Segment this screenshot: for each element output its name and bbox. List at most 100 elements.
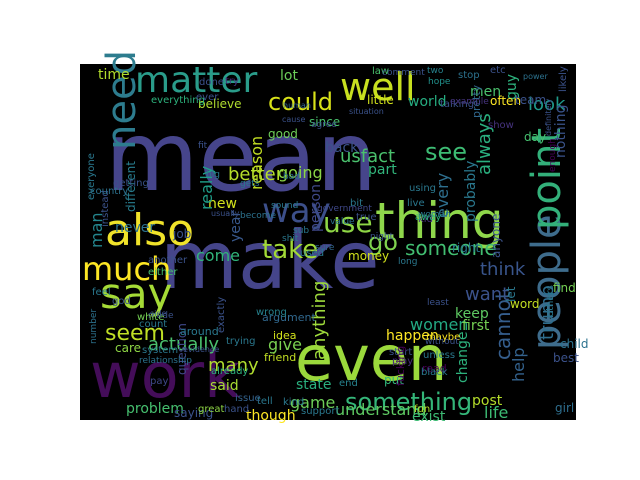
word-even: even	[295, 322, 447, 395]
word-number: number	[89, 309, 99, 344]
word-everything: everything	[151, 95, 205, 106]
word-post: post	[472, 393, 503, 409]
word-done: done	[199, 77, 224, 88]
word-also: also	[105, 205, 194, 256]
word-black: black	[421, 367, 448, 378]
word-tell: tell	[257, 396, 273, 407]
word-people: people	[524, 214, 570, 350]
word-world: world	[408, 94, 447, 110]
word-issue: issue	[235, 393, 261, 404]
word-mean: mean	[105, 101, 377, 213]
word-enough: enough	[548, 138, 558, 172]
word-person: person	[308, 184, 324, 232]
word-side: side	[150, 309, 166, 318]
word-saying: saying	[174, 406, 213, 420]
word-wrong: wrong	[256, 307, 287, 318]
word-others: others	[545, 285, 556, 317]
word-sub: sub	[293, 226, 309, 236]
word-trump: trump	[537, 285, 558, 340]
word-say: say	[100, 269, 172, 318]
word-use: use	[323, 206, 373, 239]
word-night: night	[370, 232, 394, 242]
word-guy: guy	[504, 74, 520, 100]
word-go: go	[368, 228, 398, 256]
word-ever: ever	[196, 92, 219, 103]
word-understand: understand	[335, 400, 427, 419]
word-getting: getting	[113, 178, 149, 189]
word-different: different	[124, 161, 138, 212]
word-fun: fun	[414, 404, 430, 415]
word-comment: comment	[382, 68, 425, 78]
word-help: help	[509, 347, 528, 382]
word-care: care	[115, 341, 141, 355]
word-way: way	[262, 191, 331, 231]
word-exist: exist	[412, 409, 446, 425]
word-country: country	[90, 186, 128, 197]
word-fucking: fucking	[394, 346, 407, 386]
word-friend: friend	[264, 351, 296, 364]
word-feel: feel	[92, 287, 111, 298]
word-exactly: exactly	[216, 297, 227, 333]
word-said: said	[210, 378, 239, 394]
word-around: around	[180, 325, 219, 338]
word-actually: actually	[148, 334, 219, 355]
word-never: never	[115, 220, 155, 236]
word-evidence: evidence	[183, 345, 219, 354]
word-away: away	[415, 212, 441, 223]
word-usfact: usfact	[340, 146, 395, 167]
word-sure: sure	[315, 243, 335, 253]
word-cause: cause	[282, 115, 306, 124]
word-unless: unless	[423, 350, 455, 361]
word-need: need	[99, 50, 145, 150]
word-woman: woman	[418, 210, 451, 220]
word-everyone: everyone	[86, 153, 97, 200]
word-sound: sound	[271, 201, 298, 211]
word-anyone: anyone	[489, 214, 503, 258]
word-hope: hope	[428, 77, 451, 87]
word-thing: thing	[375, 192, 504, 250]
word-believe: believe	[198, 97, 242, 111]
word-fit: fit	[198, 141, 208, 151]
word-etc: etc	[490, 65, 506, 76]
word-example: example	[450, 97, 489, 107]
word-time: time	[98, 67, 130, 83]
word-government: government	[317, 204, 372, 214]
word-trying: trying	[226, 336, 255, 347]
word-system: system	[142, 345, 178, 356]
word-take: take	[262, 235, 318, 265]
word-talking: talking	[440, 99, 474, 110]
word-play: play	[392, 356, 413, 367]
word-argument: argument	[262, 311, 316, 324]
word-man: man	[87, 212, 106, 248]
word-count: count	[139, 319, 167, 330]
word-men: men	[470, 84, 501, 100]
word-word: word	[510, 297, 540, 311]
word-pretty: pretty	[470, 84, 483, 118]
word-problem: problem	[126, 401, 184, 417]
word-child: child	[560, 337, 589, 351]
word-often: often	[490, 94, 521, 108]
word-god: god	[112, 296, 131, 307]
word-always: always	[474, 113, 495, 175]
word-year: year	[228, 211, 244, 242]
word-game: game	[290, 393, 335, 412]
word-seem: seem	[105, 321, 165, 346]
word-used: used	[300, 248, 324, 259]
word-kind: kind	[283, 397, 304, 408]
word-definitely: definitely	[544, 98, 553, 136]
word-maybe: maybe	[426, 332, 460, 343]
word-true: true	[356, 212, 377, 223]
word-let: let	[504, 286, 518, 302]
word-become: become	[240, 211, 276, 221]
word-try: try	[225, 76, 239, 87]
word-find: find	[553, 281, 576, 295]
word-better: better	[228, 164, 284, 185]
word-question: question	[175, 323, 189, 375]
word-many: many	[208, 355, 259, 376]
word-first: first	[462, 318, 490, 334]
word-shit: shit	[282, 234, 299, 244]
word-pay: pay	[150, 376, 168, 387]
word-show: show	[488, 120, 514, 131]
word-someone: someone	[405, 236, 497, 260]
word-state: state	[296, 377, 331, 393]
